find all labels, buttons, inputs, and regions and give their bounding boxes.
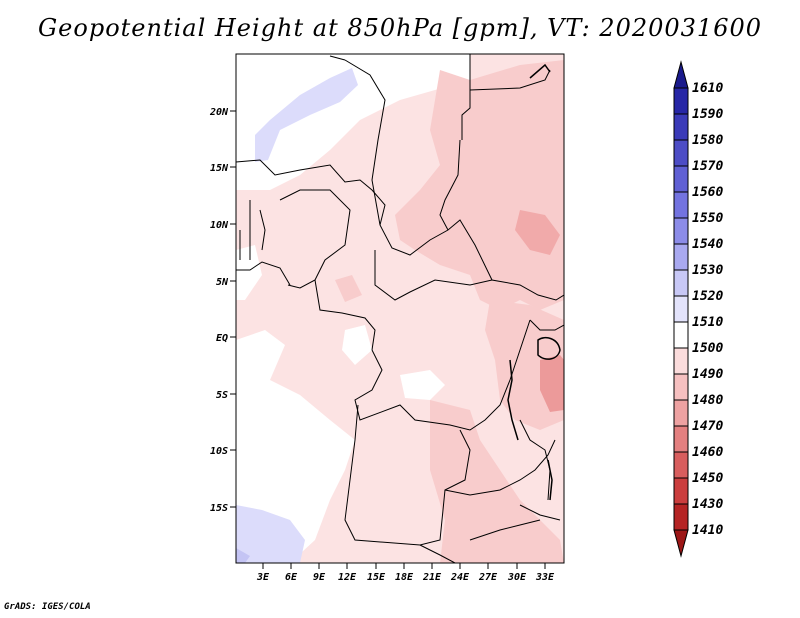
colorbar-segment bbox=[673, 191, 689, 219]
field-white-gabon bbox=[342, 325, 372, 365]
colorbar-segment bbox=[673, 269, 689, 297]
border-coast-west bbox=[236, 261, 291, 286]
height-field bbox=[236, 54, 564, 563]
lake-malawi bbox=[547, 459, 553, 501]
field-blue-north bbox=[255, 68, 358, 162]
lon-label: 33E bbox=[535, 572, 555, 583]
colorbar-segment bbox=[673, 451, 689, 479]
colorbar-label: 1570 bbox=[692, 159, 723, 174]
field-pink-cameroon bbox=[335, 275, 362, 302]
lon-label: 30E bbox=[507, 572, 527, 583]
colorbar-segment bbox=[673, 503, 689, 531]
colorbar-label: 1520 bbox=[692, 289, 723, 304]
field-white-congo bbox=[400, 370, 445, 400]
lat-label: 10N bbox=[210, 220, 229, 231]
chart-title: Geopotential Height at 850hPa [gpm], VT:… bbox=[38, 14, 762, 42]
red-sea-coast bbox=[529, 63, 551, 79]
border-car bbox=[374, 250, 493, 301]
colorbar-segment bbox=[673, 139, 689, 167]
field-white-southwest bbox=[236, 330, 355, 563]
colorbar-label: 1550 bbox=[692, 211, 723, 226]
colorbar-segment bbox=[673, 425, 689, 453]
border-zambia bbox=[444, 439, 556, 496]
field-darkpink-kenya bbox=[540, 355, 564, 412]
field-white-north bbox=[236, 54, 470, 190]
colorbar-bottom-arrow bbox=[673, 529, 689, 558]
colorbar-segment bbox=[673, 399, 689, 427]
lon-labels: 3E 6E 9E 12E 15E 18E 21E 24E 27E 30E 33E bbox=[256, 572, 555, 583]
colorbar-segment bbox=[673, 165, 689, 193]
map-frame bbox=[235, 53, 565, 564]
colorbar-label: 1450 bbox=[692, 471, 723, 486]
field-blue-corner bbox=[236, 548, 250, 563]
colorbar-segment bbox=[673, 347, 689, 375]
lon-label: 15E bbox=[367, 572, 386, 583]
lat-ticks bbox=[230, 110, 236, 508]
colorbar-label: 1500 bbox=[692, 341, 723, 356]
colorbar-label: 1560 bbox=[692, 185, 723, 200]
colorbar-label: 1480 bbox=[692, 393, 723, 408]
lon-label: 12E bbox=[338, 572, 357, 583]
border-chad-sudan bbox=[344, 59, 564, 301]
border-egypt-sudan bbox=[469, 69, 551, 91]
colorbar-label: 1610 bbox=[692, 81, 723, 96]
lon-label: 21E bbox=[422, 572, 442, 583]
border-nigeria bbox=[279, 189, 351, 289]
lat-label: 20N bbox=[209, 107, 229, 118]
colorbar-label: 1530 bbox=[692, 263, 723, 278]
colorbar-segment bbox=[673, 321, 689, 349]
lon-ticks bbox=[262, 563, 546, 569]
border-sahel bbox=[236, 159, 386, 226]
lon-label: 9E bbox=[313, 572, 326, 583]
border-libya-egypt bbox=[329, 54, 471, 140]
country-borders bbox=[236, 54, 564, 563]
colorbar-label: 1470 bbox=[692, 419, 723, 434]
credit-text: GrADS: IGES/COLA bbox=[4, 602, 91, 612]
colorbar-top-arrow bbox=[673, 60, 689, 89]
lon-label: 6E bbox=[285, 572, 298, 583]
colorbar-label: 1460 bbox=[692, 445, 723, 460]
colorbar-label: 1540 bbox=[692, 237, 723, 252]
colorbar-segment bbox=[673, 113, 689, 141]
lat-label: 10S bbox=[210, 446, 228, 457]
lat-label: 5S bbox=[216, 390, 228, 401]
border-sudan-west bbox=[439, 139, 461, 231]
lat-label: 15N bbox=[210, 163, 229, 174]
field-pink-east bbox=[395, 60, 564, 310]
lat-labels: 20N 15N 10N 5N EQ 5S 10S 15S bbox=[209, 107, 229, 514]
lon-label: 24E bbox=[450, 572, 470, 583]
lake-victoria bbox=[537, 337, 561, 360]
colorbar-segment bbox=[673, 87, 689, 115]
field-blue-southwest bbox=[236, 505, 305, 563]
border-south bbox=[419, 519, 541, 563]
colorbar-segment bbox=[673, 295, 689, 323]
border-west-small bbox=[249, 200, 266, 260]
field-darkpink-ethiopia bbox=[515, 210, 560, 255]
lon-label: 18E bbox=[395, 572, 414, 583]
field-white-coast bbox=[236, 245, 262, 300]
border-congo bbox=[354, 319, 531, 431]
colorbar-segment bbox=[673, 217, 689, 245]
colorbar-label: 1580 bbox=[692, 133, 723, 148]
border-east bbox=[519, 319, 564, 521]
colorbar-label: 1430 bbox=[692, 497, 723, 512]
colorbar-label: 1590 bbox=[692, 107, 723, 122]
colorbar-segment bbox=[673, 373, 689, 401]
colorbar-label: 1490 bbox=[692, 367, 723, 382]
lat-label: 15S bbox=[210, 503, 228, 514]
colorbar-label: 1510 bbox=[692, 315, 723, 330]
lat-label: 5N bbox=[216, 277, 229, 288]
lat-label: EQ bbox=[216, 333, 228, 344]
colorbar-segment bbox=[673, 243, 689, 271]
lon-label: 27E bbox=[478, 572, 498, 583]
colorbar-label: 1410 bbox=[692, 523, 723, 538]
border-cameroon bbox=[314, 279, 376, 351]
lake-tanganyika bbox=[507, 359, 519, 441]
lon-label: 3E bbox=[256, 572, 270, 583]
colorbar: 1610 1590 1580 1570 1560 1550 1540 1530 1520 1510… bbox=[673, 60, 723, 558]
colorbar-segment bbox=[673, 477, 689, 505]
